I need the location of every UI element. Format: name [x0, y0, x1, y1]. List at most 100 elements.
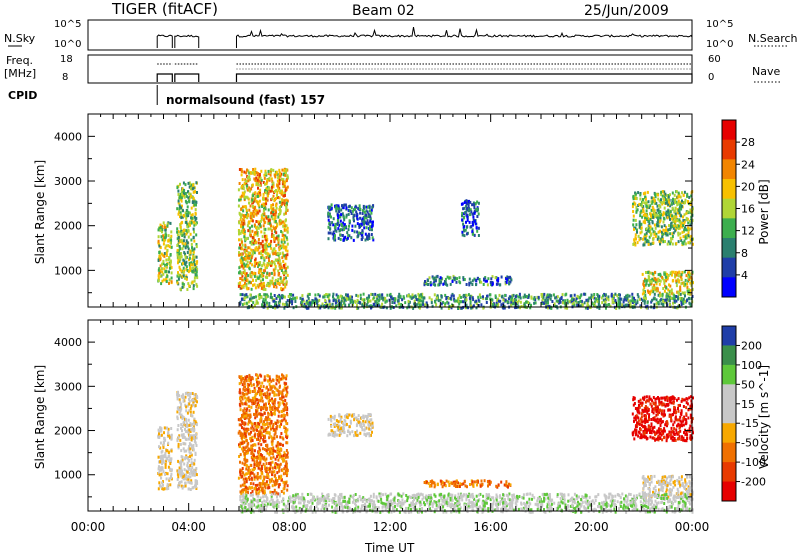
echo-cell: [549, 294, 551, 297]
echo-cell: [253, 473, 255, 476]
echo-cell: [469, 278, 471, 281]
echo-cell: [186, 477, 188, 480]
echo-cell: [258, 270, 260, 273]
echo-cell: [177, 424, 179, 427]
echo-cell: [438, 299, 440, 302]
echo-cell: [335, 223, 337, 226]
echo-cell: [686, 274, 688, 277]
echo-cell: [179, 196, 181, 199]
echo-cell: [371, 206, 373, 209]
echo-cell: [474, 212, 476, 215]
echo-cell: [161, 434, 163, 437]
echo-cell: [279, 179, 281, 182]
echo-cell: [300, 297, 302, 300]
echo-cell: [258, 242, 260, 245]
echo-cell: [637, 241, 639, 244]
echo-cell: [244, 205, 246, 208]
echo-cell: [330, 216, 332, 219]
echo-cell: [258, 252, 260, 255]
echo-cell: [196, 260, 198, 263]
echo-cell: [349, 205, 351, 208]
echo-cell: [252, 458, 254, 461]
echo-cell: [340, 302, 342, 305]
echo-cell: [275, 197, 277, 200]
echo-cell: [194, 474, 196, 477]
echo-cell: [614, 293, 616, 296]
echo-cell: [190, 392, 192, 395]
echo-cell: [180, 288, 182, 291]
echo-cell: [348, 225, 350, 228]
echo-cell: [688, 196, 690, 199]
echo-cell: [668, 283, 670, 286]
echo-cell: [188, 428, 190, 431]
echo-cell: [176, 186, 178, 189]
echo-cell: [456, 300, 458, 303]
echo-cell: [287, 274, 289, 277]
echo-cell: [179, 266, 181, 269]
echo-cell: [472, 224, 474, 227]
echo-cell: [483, 278, 485, 281]
echo-cell: [249, 281, 251, 284]
echo-cell: [164, 247, 166, 250]
echo-cell: [349, 219, 351, 222]
echo-cell: [371, 233, 373, 236]
echo-cell: [468, 282, 470, 285]
echo-cell: [466, 199, 468, 202]
echo-cell: [240, 293, 242, 296]
echo-cell: [250, 482, 252, 485]
echo-cell: [191, 482, 193, 485]
echo-cell: [163, 255, 165, 258]
echo-cell: [335, 299, 337, 302]
echo-cell: [266, 179, 268, 182]
echo-cell: [195, 223, 197, 226]
echo-cell: [277, 282, 279, 285]
echo-cell: [268, 243, 270, 246]
echo-cell: [419, 299, 421, 302]
echo-cell: [355, 301, 357, 304]
echo-cell: [242, 462, 244, 465]
echo-cell: [674, 220, 676, 223]
echo-cell: [437, 284, 439, 287]
echo-cell: [267, 215, 269, 218]
echo-cell: [476, 230, 478, 233]
colorbar-segment: [722, 120, 736, 140]
echo-cell: [180, 423, 182, 426]
echo-cell: [184, 456, 186, 459]
echo-cell: [465, 221, 467, 224]
echo-cell: [407, 294, 409, 297]
echo-cell: [183, 396, 185, 399]
echo-cell: [557, 295, 559, 298]
echo-cell: [189, 221, 191, 224]
echo-cell: [644, 294, 646, 297]
echo-cell: [441, 296, 443, 299]
echo-cell: [541, 295, 543, 298]
echo-cell: [519, 293, 521, 296]
echo-cell: [643, 296, 645, 299]
echo-cell: [458, 280, 460, 283]
echo-cell: [409, 295, 411, 298]
echo-cell: [239, 388, 241, 391]
echo-cell: [255, 258, 257, 261]
echo-cell: [550, 298, 552, 301]
echo-cell: [258, 238, 260, 241]
echo-cell: [473, 206, 475, 209]
echo-cell: [243, 171, 245, 174]
echo-cell: [487, 277, 489, 280]
echo-cell: [681, 200, 683, 203]
echo-cell: [431, 301, 433, 304]
echo-cell: [166, 263, 168, 266]
echo-cell: [272, 391, 274, 394]
echo-cell: [454, 277, 456, 280]
echo-cell: [244, 265, 246, 268]
echo-cell: [252, 301, 254, 304]
echo-cell: [337, 219, 339, 222]
echo-cell: [182, 472, 184, 475]
echo-cell: [182, 283, 184, 286]
echo-cell: [677, 274, 679, 277]
echo-cell: [642, 289, 644, 292]
echo-cell: [403, 297, 405, 300]
colorbar-segment: [722, 277, 736, 297]
echo-cell: [254, 251, 256, 254]
colorbar-tick-label: 8: [741, 247, 748, 260]
echo-cell: [176, 244, 178, 247]
